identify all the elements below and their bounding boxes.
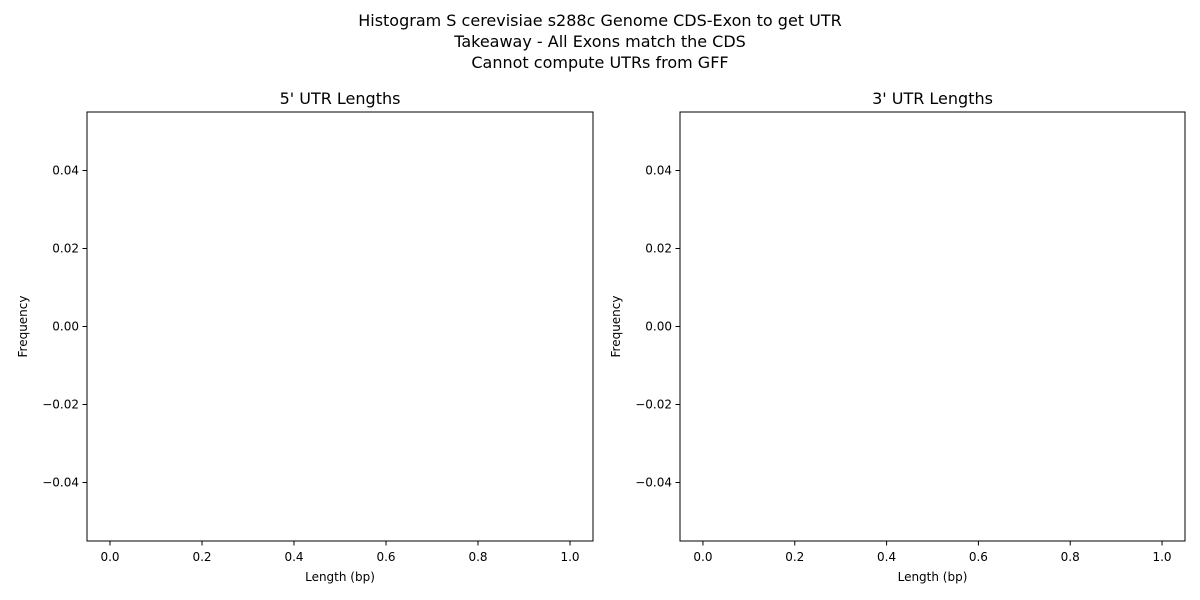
x-tick-label: 0.2	[192, 550, 211, 564]
x-tick-label: 0.4	[284, 550, 303, 564]
x-tick-label: 0.6	[376, 550, 395, 564]
x-tick-label: 1.0	[560, 550, 579, 564]
x-tick-label: 0.8	[468, 550, 487, 564]
y-tick-label: 0.02	[52, 242, 79, 256]
x-tick-label: 0.8	[1061, 550, 1080, 564]
x-tick-label: 0.6	[969, 550, 988, 564]
y-tick-label: −0.02	[42, 398, 79, 412]
subplot-2: 0.0 0.2 0.4 0.6 0.8 1.0 −0.04 −0.02 0.00 0.02 0.04…	[609, 89, 1186, 584]
y-tick-label: 0.04	[645, 164, 672, 178]
figure-title-line: Histogram S cerevisiae s288c Genome CDS-…	[358, 11, 842, 30]
x-axis-label: Length (bp)	[898, 570, 968, 584]
subplot-title: 3' UTR Lengths	[872, 89, 993, 108]
figure-title-line: Takeaway - All Exons match the CDS	[454, 32, 746, 51]
x-tick-label: 1.0	[1152, 550, 1171, 564]
plot-frame	[86, 111, 594, 542]
figure-title-line: Cannot compute UTRs from GFF	[471, 53, 729, 72]
x-tick-label: 0.2	[785, 550, 804, 564]
y-tick-label: 0.02	[645, 242, 672, 256]
subplot-1: 0.0 0.2 0.4 0.6 0.8 1.0 −0.04 −0.02 0.00 0.02 0.04…	[16, 89, 594, 584]
y-axis-label: Frequency	[16, 296, 30, 358]
plot-frame	[679, 111, 1186, 542]
subplot-title: 5' UTR Lengths	[280, 89, 401, 108]
figure-title: Histogram S cerevisiae s288c Genome CDS-…	[0, 10, 1200, 73]
y-axis-label: Frequency	[609, 296, 623, 358]
x-axis-label: Length (bp)	[305, 570, 375, 584]
x-tick-label: 0.0	[100, 550, 119, 564]
y-tick-label: −0.02	[635, 398, 672, 412]
y-tick-label: −0.04	[42, 476, 79, 490]
x-tick-label: 0.4	[877, 550, 896, 564]
y-tick-label: −0.04	[635, 476, 672, 490]
x-tick-label: 0.0	[693, 550, 712, 564]
y-tick-label: 0.04	[52, 164, 79, 178]
y-tick-label: 0.00	[52, 320, 79, 334]
y-tick-label: 0.00	[645, 320, 672, 334]
